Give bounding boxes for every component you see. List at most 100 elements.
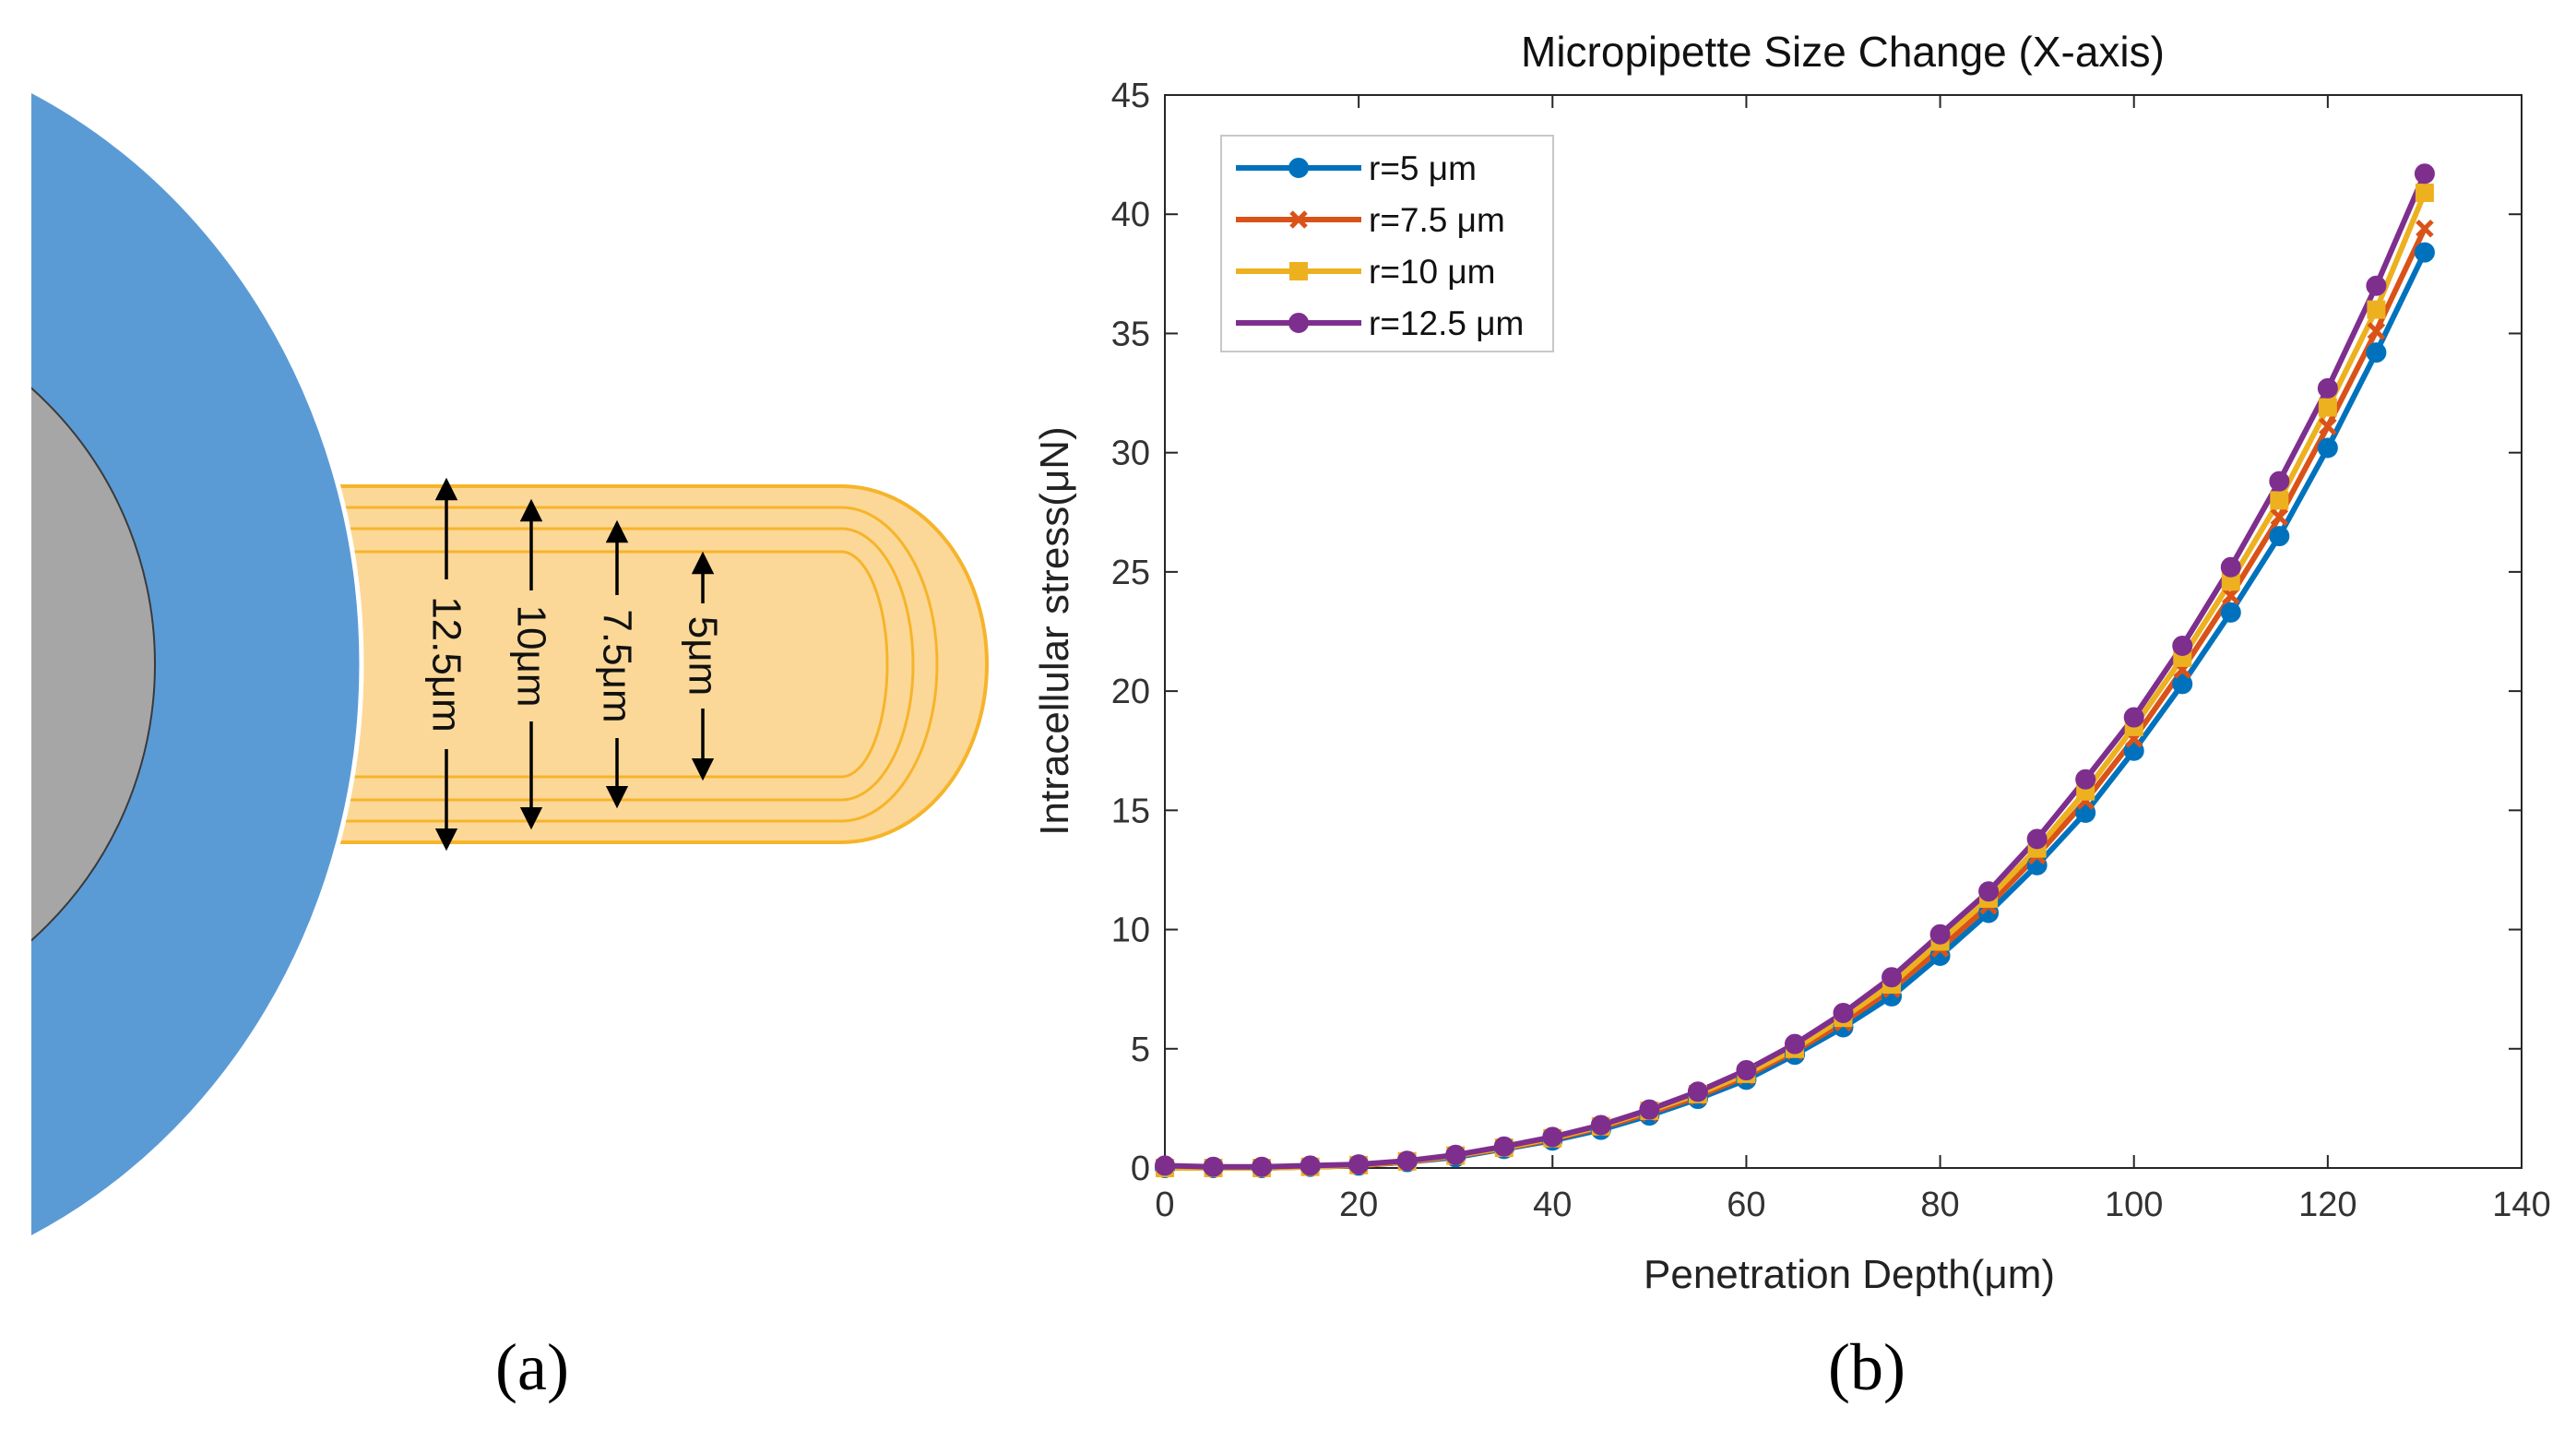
cell-membrane: [31, 88, 364, 1241]
data-point-r-12-5-m: [1978, 881, 2000, 902]
data-point-r-12-5-m: [1736, 1060, 1757, 1081]
dimension-arrows: [434, 477, 715, 852]
legend-marker-r-7-5-m: [1289, 210, 1308, 229]
data-point-r-12-5-m: [2414, 163, 2435, 185]
data-point-r-12-5-m: [1203, 1156, 1224, 1177]
y-tick-label: 30: [1111, 435, 1150, 473]
dim-label-12-5: 12.5μm: [424, 596, 469, 733]
dimension-labels: 12.5μm 10μm 7.5μm 5μm: [424, 596, 726, 733]
data-point-r-12-5-m: [2269, 471, 2290, 492]
x-tick-label: 120: [2298, 1186, 2356, 1224]
data-point-r-7-5-m-stroke-b: [2270, 507, 2289, 527]
y-tick-label: 0: [1131, 1150, 1150, 1188]
data-point-r-5-m: [2172, 673, 2193, 695]
panel-b-label: (b): [1828, 1330, 1905, 1404]
x-axis-title: Penetration Depth(μm): [1644, 1252, 2055, 1297]
dim-label-7-5: 7.5μm: [595, 609, 640, 722]
legend-marker-r-7-5-m-stroke-b: [1289, 210, 1308, 229]
data-point-r-5-m: [2317, 437, 2338, 459]
legend-label-r-7-5-m: r=7.5 μm: [1369, 201, 1505, 239]
data-point-r-7-5-m-stroke-b: [2222, 586, 2240, 605]
data-point-r-12-5-m: [2075, 769, 2096, 790]
y-tick-label: 45: [1111, 77, 1150, 115]
y-tick-label: 25: [1111, 554, 1150, 592]
data-point-r-7-5-m: [2319, 417, 2337, 436]
micropipette-ring-3: [277, 527, 915, 802]
x-tick-label: 140: [2492, 1186, 2550, 1224]
data-point-r-12-5-m: [1348, 1154, 1370, 1175]
data-point-r-12-5-m: [1445, 1144, 1466, 1165]
y-axis-title: Intracellular stress(μN): [1032, 426, 1077, 835]
data-point-r-7-5-m: [2270, 507, 2289, 527]
y-tick-label: 5: [1131, 1031, 1150, 1069]
data-point-r-5-m: [2366, 342, 2387, 363]
legend-item-r-12-5-m: r=12.5 μm: [1236, 304, 1524, 342]
x-tick-label: 0: [1155, 1186, 1174, 1224]
x-tick-label: 40: [1533, 1186, 1572, 1224]
data-point-r-12-5-m: [1590, 1114, 1611, 1136]
data-point-r-10-m: [2318, 398, 2337, 417]
micropipette-outer: [275, 484, 989, 844]
y-tick-label: 20: [1111, 673, 1150, 711]
data-point-r-12-5-m: [2026, 828, 2048, 850]
data-point-r-12-5-m: [2366, 275, 2387, 296]
x-axis: 0 20 40 60 80 100 120 140: [1155, 95, 2551, 1224]
chart: Micropipette Size Change (X-axis) 0 20 40 6…: [1032, 28, 2551, 1297]
series-points-r-12-5-m: [1155, 163, 2435, 1177]
data-point-r-7-5-m: [2367, 322, 2386, 340]
data-point-r-5-m: [2269, 526, 2290, 547]
data-point-r-5-m: [2414, 242, 2435, 263]
micropipette-ring-2: [277, 506, 939, 823]
legend-box: [1220, 135, 1554, 352]
y-tick-label: 35: [1111, 315, 1150, 353]
x-tick-label: 100: [2105, 1186, 2163, 1224]
data-point-r-12-5-m: [2317, 377, 2338, 399]
panel-a-diagram: [31, 88, 989, 1241]
data-point-r-12-5-m: [1784, 1033, 1805, 1055]
panel-a-label: (a): [495, 1330, 569, 1404]
x-tick-label: 80: [1920, 1186, 1959, 1224]
data-point-r-12-5-m: [2123, 707, 2144, 728]
data-point-r-10-m: [2367, 300, 2386, 319]
dim-label-5: 5μm: [681, 616, 726, 696]
data-point-r-12-5-m: [1300, 1155, 1321, 1176]
x-tick-label: 20: [1339, 1186, 1378, 1224]
cell-nucleus: [31, 387, 156, 942]
legend-marker-r-5-m: [1288, 158, 1309, 178]
data-point-r-12-5-m: [1493, 1136, 1514, 1157]
dim-label-10: 10μm: [509, 605, 554, 708]
data-point-r-7-5-m: [2416, 219, 2434, 238]
legend-item-r-5-m: r=5 μm: [1236, 149, 1477, 187]
data-point-r-12-5-m: [1929, 924, 1951, 945]
x-tick-label: 60: [1727, 1186, 1765, 1224]
micropipette-ring-4: [277, 550, 889, 779]
data-point-r-12-5-m: [1396, 1150, 1418, 1172]
legend-label-r-5-m: r=5 μm: [1369, 149, 1477, 187]
data-point-r-12-5-m: [1639, 1099, 1660, 1120]
data-point-r-10-m: [2270, 491, 2289, 510]
data-point-r-7-5-m-stroke-b: [2367, 322, 2386, 340]
legend-label-r-12-5-m: r=12.5 μm: [1369, 304, 1524, 342]
data-point-r-12-5-m: [2220, 556, 2241, 578]
data-point-r-12-5-m: [1542, 1126, 1563, 1148]
legend: r=5 μm r=7.5 μm r=10 μm r=12.5 μm: [1220, 135, 1554, 352]
data-point-r-12-5-m: [1155, 1155, 1175, 1176]
data-point-r-12-5-m: [2172, 636, 2193, 657]
y-tick-label: 15: [1111, 792, 1150, 830]
legend-marker-r-12-5-m: [1288, 313, 1309, 333]
data-point-r-12-5-m: [1252, 1156, 1273, 1177]
data-point-r-12-5-m: [1687, 1081, 1708, 1102]
data-point-r-7-5-m-stroke-b: [2416, 219, 2434, 238]
legend-item-r-10-m: r=10 μm: [1236, 253, 1496, 291]
y-tick-label: 40: [1111, 196, 1150, 234]
data-point-r-7-5-m: [2222, 586, 2240, 605]
data-point-r-12-5-m: [1833, 1003, 1854, 1024]
data-point-r-10-m: [2415, 183, 2434, 202]
series-markers: [1155, 163, 2435, 1178]
data-point-r-5-m: [2220, 602, 2241, 623]
data-point-r-12-5-m: [1882, 967, 1903, 988]
data-point-r-7-5-m-stroke-b: [2319, 417, 2337, 436]
y-axis: 0 5 10 15 20 25 30 35 40 45: [1111, 77, 2522, 1188]
legend-marker-r-10-m: [1289, 262, 1308, 280]
